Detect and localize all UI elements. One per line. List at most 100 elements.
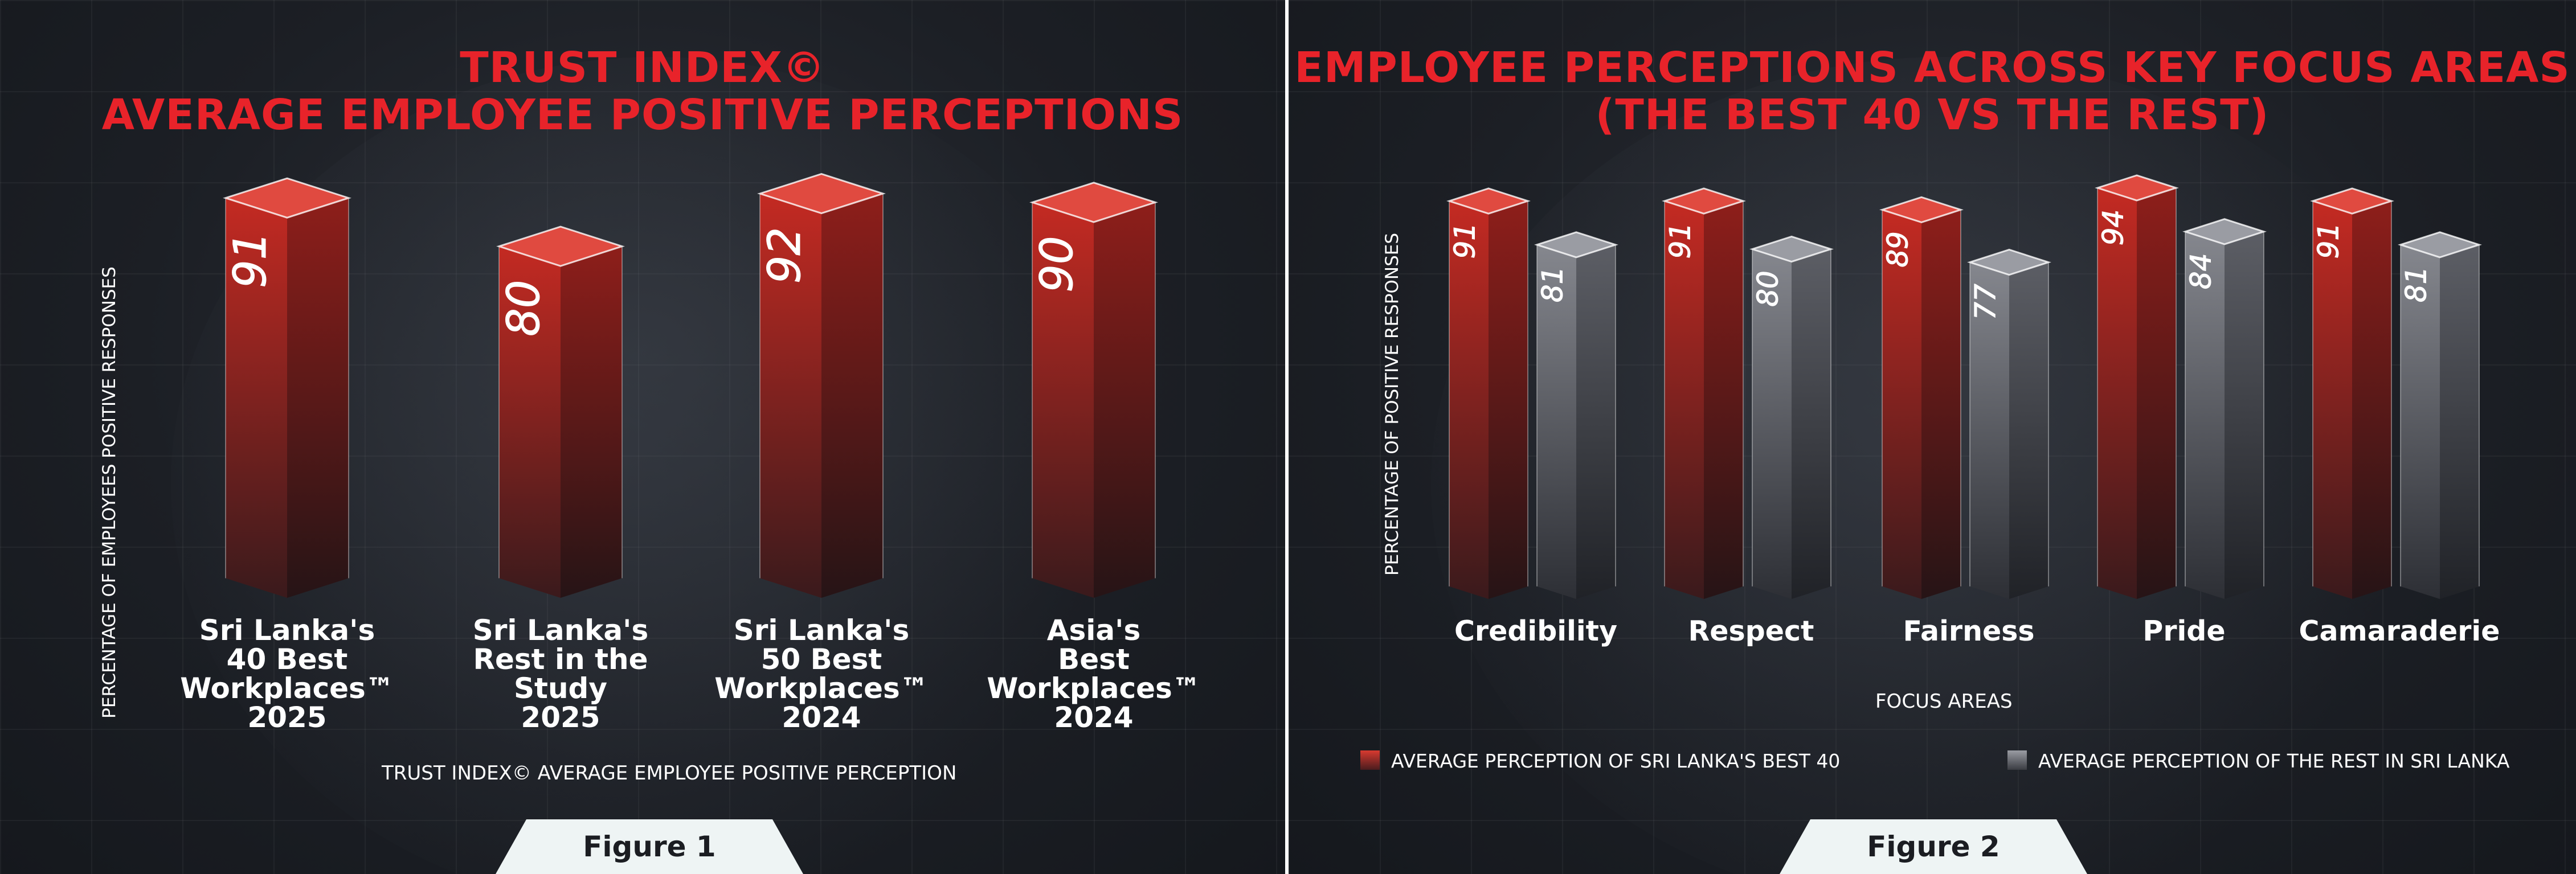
figure-1-bar-2-front-face (499, 246, 561, 598)
figure-2-bar-best40-1-value-label: 91 (1449, 223, 1482, 259)
figure-2-bar-best40-5-value-label: 91 (2312, 223, 2345, 259)
figure-2-bar-rest-4-front-face (2185, 231, 2225, 600)
figure-1-category-label: Sri Lanka's 50 Best Workplaces™ 2024 (708, 616, 935, 732)
figure-2-category-label: Fairness (1903, 615, 2035, 647)
legend-swatch-best-40 (1360, 750, 1380, 770)
figure-2-bar-rest-4-top-face (2182, 218, 2267, 245)
figure-2-bar-best40-2: 91 (1662, 187, 1746, 599)
figure-1-category-label: Sri Lanka's Rest in the Study 2025 (447, 616, 674, 732)
figure-1-category-label-line: Sri Lanka's (472, 614, 649, 647)
figure-2-tab[interactable]: Figure 2 (1780, 819, 2087, 874)
figure-1-category-label-line: Workplaces™ (987, 672, 1201, 705)
figure-1-bar-3-front-face (760, 194, 821, 598)
figure-2-bar-best40-3-top-face (1879, 196, 1964, 224)
figure-2-bar-best40-5: 91 (2310, 187, 2394, 599)
figure-1-category-label-line: Workplaces™ (714, 672, 929, 705)
figure-1-bar-2-value-label: 80 (498, 280, 550, 337)
figure-1-bar-3: 92 (757, 173, 886, 598)
figure-2-bar-rest-4: 84 (2182, 218, 2267, 600)
figure-1-category-label-line: Sri Lanka's (199, 614, 375, 647)
figure-2-bar-best40-4-front-face (2097, 188, 2137, 599)
figure-2-bar-rest-1-front-face (1537, 244, 1576, 599)
figure-2-bar-rest-2-value-label: 80 (1752, 270, 1785, 307)
figure-2-bar-best40-3: 89 (1879, 196, 1964, 599)
figure-2-x-axis-label: FOCUS AREAS (1875, 690, 2013, 713)
figure-1-category-label-line: Asia's (1046, 614, 1141, 647)
figure-2-bar-best40-2-top-face (1662, 187, 1746, 215)
figure-2-bar-rest-2-front-face (1752, 249, 1792, 599)
figure-2-bar-best40-2-value-label: 91 (1664, 223, 1697, 259)
figure-2-bar-rest-3-value-label: 77 (1969, 284, 2002, 320)
figure-1-bar-1: 91 (223, 177, 351, 598)
figure-1-bar-1-value-label: 91 (225, 232, 276, 288)
figure-1-title-line1: TRUST INDEX© (460, 43, 825, 92)
figure-2-bar-best40-2-side-face (1704, 201, 1743, 599)
figure-1-category-label-line: Study (514, 672, 607, 705)
figure-1-category-label-line: Workplaces™ (180, 672, 394, 705)
figure-2-bar-best40-1-top-face (1446, 187, 1531, 215)
figure-1-category-label: Asia's Best Workplaces™ 2024 (980, 616, 1208, 732)
legend-swatch-rest (2007, 750, 2027, 770)
figure-2-bar-rest-4-side-face (2225, 231, 2264, 600)
figure-2-bar-rest-1-side-face (1576, 244, 1616, 599)
figure-1-bar-4-value-label: 90 (1032, 236, 1083, 292)
figure-1-panel: TRUST INDEX© AVERAGE EMPLOYEE POSITIVE P… (0, 0, 1285, 874)
figure-2-bar-best40-1-side-face (1489, 201, 1528, 599)
figure-1-bar-2-top-face (496, 225, 625, 267)
figure-2-bar-rest-3-side-face (2009, 262, 2048, 599)
figure-2-bar-rest-5-front-face (2401, 244, 2440, 599)
legend-label-rest: AVERAGE PERCEPTION OF THE REST IN SRI LA… (2038, 750, 2510, 772)
figure-1-category-label-line: 2025 (521, 701, 600, 734)
figure-2-bar-best40-1-front-face (1449, 201, 1489, 599)
figure-2-bar-best40-4: 94 (2095, 174, 2179, 599)
figure-2-panel: EMPLOYEE PERCEPTIONS ACROSS KEY FOCUS AR… (1289, 0, 2576, 874)
figure-1-bar-1-side-face (287, 198, 349, 598)
figure-1-bar-4: 90 (1029, 182, 1158, 598)
figure-1-bar-1-front-face (226, 198, 287, 598)
figure-2-chart: 91 81 91 80 89 77 94 84 91 81 (1446, 174, 2482, 600)
figure-2-category-label: Pride (2142, 615, 2226, 647)
figure-2-bar-rest-5-top-face (2398, 231, 2482, 258)
figure-2-bar-rest-2-top-face (1749, 235, 1834, 263)
figure-1-x-axis-label: TRUST INDEX© AVERAGE EMPLOYEE POSITIVE P… (382, 762, 957, 785)
figure-1-category-label-line: 40 Best (226, 643, 348, 676)
figure-2-category-label: Respect (1688, 615, 1814, 647)
figure-1-bar-3-top-face (757, 173, 886, 215)
figure-1-bar-4-side-face (1094, 202, 1155, 598)
figure-2-bar-best40-1: 91 (1446, 187, 1531, 599)
figure-1-category-label-line: 50 Best (760, 643, 882, 676)
figure-2-title-line2: (THE BEST 40 VS THE REST) (1595, 90, 2270, 139)
figure-1-category-label-line: Best (1058, 643, 1130, 676)
figure-2-bar-rest-4-value-label: 84 (2185, 253, 2218, 290)
figure-2-bar-best40-5-side-face (2352, 201, 2391, 599)
figure-2-bar-best40-3-side-face (1921, 210, 1961, 599)
figure-1-chart: 91 80 92 90 (223, 173, 1158, 598)
figure-1-category-label-line: Sri Lanka's (733, 614, 910, 647)
figure-1-bar-1-top-face (223, 177, 351, 219)
figure-1-bar-2: 80 (496, 225, 625, 598)
figure-2-bar-rest-1: 81 (1534, 231, 1618, 599)
figure-2-bar-rest-5: 81 (2398, 231, 2482, 599)
figure-1-title-line2: AVERAGE EMPLOYEE POSITIVE PERCEPTIONS (101, 90, 1184, 139)
figure-2-bar-best40-4-value-label: 94 (2097, 210, 2130, 246)
figure-1-title: TRUST INDEX© AVERAGE EMPLOYEE POSITIVE P… (0, 44, 1285, 139)
figure-1-category-label: Sri Lanka's 40 Best Workplaces™ 2025 (173, 616, 401, 732)
figure-1-tab[interactable]: Figure 1 (496, 819, 803, 874)
figure-2-bar-best40-2-front-face (1665, 201, 1704, 599)
figure-1-bar-3-value-label: 92 (759, 227, 811, 284)
figure-2-category-label: Credibility (1454, 615, 1618, 647)
figure-1-bar-4-front-face (1032, 202, 1094, 598)
figure-2-bar-best40-4-side-face (2137, 188, 2176, 599)
figure-2-title: EMPLOYEE PERCEPTIONS ACROSS KEY FOCUS AR… (1289, 44, 2576, 139)
figure-2-bar-rest-3: 77 (1967, 248, 2051, 599)
figure-2-bar-best40-5-top-face (2310, 187, 2394, 215)
figure-1-bar-4-top-face (1029, 182, 1158, 223)
figure-1-category-label-line: 2024 (782, 701, 861, 734)
figure-2-bar-rest-5-side-face (2440, 244, 2479, 599)
figure-2-bar-best40-4-top-face (2095, 174, 2179, 202)
figure-2-title-line1: EMPLOYEE PERCEPTIONS ACROSS KEY FOCUS AR… (1294, 43, 2570, 92)
figure-1-bar-2-side-face (561, 246, 622, 598)
figure-2-bar-rest-3-front-face (1970, 262, 2009, 599)
figure-2-bar-rest-1-value-label: 81 (1536, 266, 1569, 303)
figure-2-bar-best40-3-value-label: 89 (1882, 231, 1915, 268)
